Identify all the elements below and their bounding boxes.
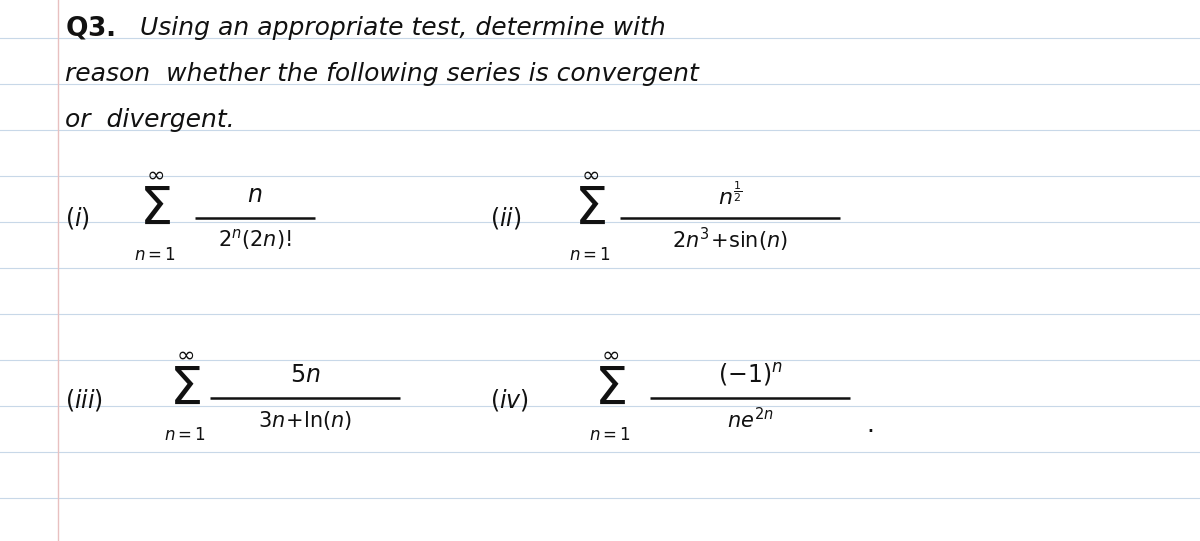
- Text: $\infty$: $\infty$: [176, 345, 194, 365]
- Text: $\infty$: $\infty$: [581, 165, 599, 185]
- Text: $(ii)$: $(ii)$: [490, 205, 522, 231]
- Text: $(-1)^n$: $(-1)^n$: [718, 361, 782, 388]
- Text: $\infty$: $\infty$: [601, 345, 619, 365]
- Text: or  divergent.: or divergent.: [65, 108, 235, 132]
- Text: $\Sigma$: $\Sigma$: [169, 364, 200, 416]
- Text: $n=1$: $n=1$: [164, 426, 206, 444]
- Text: $\Sigma$: $\Sigma$: [594, 364, 626, 416]
- Text: $(iii)$: $(iii)$: [65, 387, 103, 413]
- Text: $n=1$: $n=1$: [589, 426, 631, 444]
- Text: Using an appropriate test, determine with: Using an appropriate test, determine wit…: [140, 16, 666, 40]
- Text: $n=1$: $n=1$: [569, 246, 611, 264]
- Text: $(iv)$: $(iv)$: [490, 387, 529, 413]
- Text: $.$: $.$: [866, 413, 874, 437]
- Text: $2n^3\!+\!\sin(n)$: $2n^3\!+\!\sin(n)$: [672, 226, 788, 254]
- Text: $2^n(2n)!$: $2^n(2n)!$: [218, 228, 292, 253]
- Text: $ne^{2n}$: $ne^{2n}$: [727, 407, 773, 433]
- Text: $\mathbf{Q3.}$: $\mathbf{Q3.}$: [65, 15, 115, 42]
- Text: $\Sigma$: $\Sigma$: [139, 184, 170, 236]
- Text: $\infty$: $\infty$: [146, 165, 164, 185]
- Text: $n$: $n$: [247, 183, 263, 207]
- Text: $n^{\frac{1}{2}}$: $n^{\frac{1}{2}}$: [718, 181, 742, 209]
- Text: $n=1$: $n=1$: [134, 246, 176, 264]
- Text: $\Sigma$: $\Sigma$: [574, 184, 606, 236]
- Text: reason  whether the following series is convergent: reason whether the following series is c…: [65, 62, 698, 86]
- Text: $3n\!+\!\ln(n)$: $3n\!+\!\ln(n)$: [258, 408, 352, 432]
- Text: $(i)$: $(i)$: [65, 205, 90, 231]
- Text: $5n$: $5n$: [289, 363, 320, 387]
